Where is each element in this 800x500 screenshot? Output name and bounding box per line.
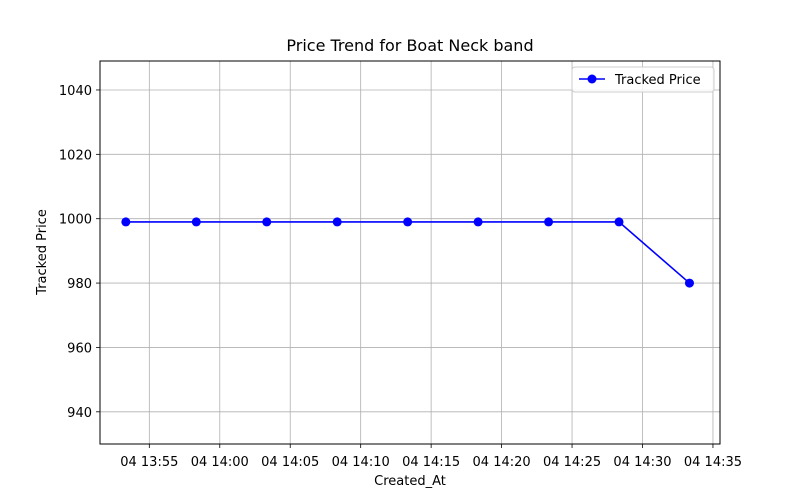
x-tick-label: 04 14:10	[332, 455, 390, 470]
x-tick-label: 04 14:20	[473, 455, 531, 470]
data-point	[121, 217, 131, 227]
y-tick-label: 960	[67, 341, 92, 356]
series-line	[125, 221, 690, 284]
x-tick-label: 04 14:15	[402, 455, 460, 470]
y-tick-label: 940	[67, 406, 92, 421]
data-point	[332, 217, 342, 227]
x-tick-label: 04 14:00	[191, 455, 249, 470]
data-point	[544, 217, 554, 227]
y-axis-label: Tracked Price	[35, 209, 50, 296]
data-point	[614, 217, 624, 227]
legend-marker	[587, 74, 597, 84]
data-point	[262, 217, 272, 227]
x-tick-label: 04 14:35	[684, 455, 742, 470]
y-axis: 940 960 980 1000 1020 1040	[59, 84, 100, 421]
grid	[100, 61, 720, 444]
legend-box	[571, 66, 715, 93]
plot-frame	[99, 60, 721, 445]
data-point	[473, 217, 483, 227]
data-point	[684, 278, 694, 288]
y-tick-label: 1000	[59, 213, 92, 228]
x-tick-label: 04 14:05	[261, 455, 319, 470]
data-point	[403, 217, 413, 227]
x-tick-label: 04 13:55	[120, 455, 178, 470]
x-tick-label: 04 14:30	[613, 455, 671, 470]
x-axis: 04 13:55 04 14:00 04 14:05 04 14:10 04 14:15…	[120, 444, 742, 470]
data-point	[191, 217, 201, 227]
series-group	[121, 217, 694, 288]
chart-title: Price Trend for Boat Neck band	[286, 36, 533, 55]
x-tick-label: 04 14:25	[543, 455, 601, 470]
x-axis-label: Created_At	[374, 474, 446, 489]
legend-label: Tracked Price	[614, 73, 701, 88]
y-tick-label: 1040	[59, 84, 92, 99]
y-tick-label: 980	[67, 277, 92, 292]
y-tick-label: 1020	[59, 148, 92, 163]
legend: Tracked Price	[571, 66, 715, 93]
